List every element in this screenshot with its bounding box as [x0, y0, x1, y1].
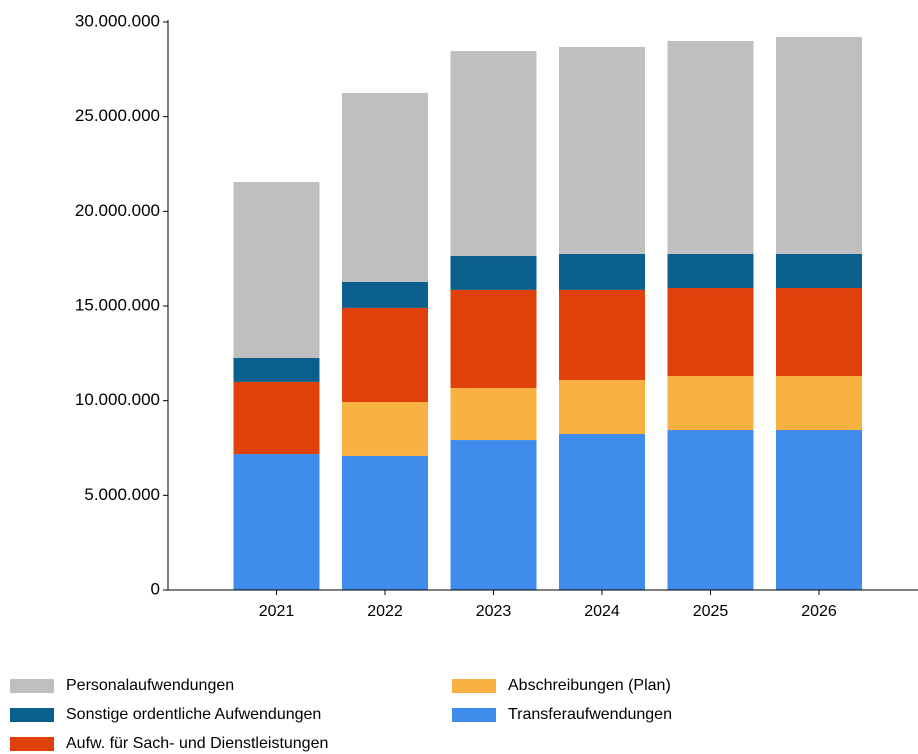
x-tick-label: 2022	[367, 603, 403, 620]
x-tick-label: 2023	[476, 603, 512, 620]
bar-segment	[450, 387, 537, 441]
x-tick-label: 2021	[259, 603, 295, 620]
bar-segment	[342, 307, 428, 402]
x-tick-label: 2024	[584, 603, 620, 620]
legend-swatch	[452, 679, 496, 693]
bar-segment	[450, 289, 537, 388]
bar-segment	[342, 401, 428, 456]
bar-segment	[776, 430, 862, 590]
bar-segment	[559, 289, 645, 381]
y-tick-label: 5.000.000	[84, 485, 160, 504]
bar-segment	[559, 46, 645, 254]
legend-label: Abschreibungen (Plan)	[508, 677, 671, 694]
bar-segment	[450, 50, 537, 257]
legend-swatch	[10, 708, 54, 722]
bar-segment	[667, 430, 754, 590]
legend-label: Personalaufwendungen	[66, 677, 234, 694]
bar-segment	[667, 253, 754, 289]
bar-segment	[667, 376, 754, 431]
bar-segment	[559, 380, 645, 434]
bar-segment	[559, 253, 645, 290]
bar-segment	[450, 440, 537, 590]
x-tick-label: 2026	[801, 603, 837, 620]
bar-segment	[450, 256, 537, 290]
legend-label: Sonstige ordentliche Aufwendungen	[66, 706, 321, 723]
bar-segment	[776, 36, 862, 254]
legend-swatch	[452, 708, 496, 722]
bar-segment	[233, 381, 320, 455]
legend-swatch	[10, 737, 54, 751]
y-tick-label: 30.000.000	[75, 11, 160, 30]
y-tick-label: 20.000.000	[75, 201, 160, 220]
bar-segment	[342, 455, 428, 590]
legend-swatch	[10, 679, 54, 693]
y-tick-label: 25.000.000	[75, 106, 160, 125]
bar-segment	[559, 433, 645, 590]
bar-segment	[342, 93, 428, 282]
x-tick-label: 2025	[693, 603, 729, 620]
y-tick-label: 15.000.000	[75, 295, 160, 314]
bar-segment	[776, 288, 862, 377]
bar-segment	[342, 281, 428, 308]
y-tick-label: 10.000.000	[75, 390, 160, 409]
legend-label: Transferaufwendungen	[508, 706, 672, 723]
bar-segment	[667, 288, 754, 377]
bar-segment	[776, 376, 862, 431]
bar-segment	[233, 454, 320, 590]
bar-segment	[233, 181, 320, 358]
y-tick-label: 0	[151, 579, 160, 598]
bar-segment	[667, 40, 754, 254]
legend-label: Aufw. für Sach- und Dienstleistungen	[66, 735, 328, 752]
bar-segment	[776, 253, 862, 289]
bar-segment	[233, 357, 320, 382]
